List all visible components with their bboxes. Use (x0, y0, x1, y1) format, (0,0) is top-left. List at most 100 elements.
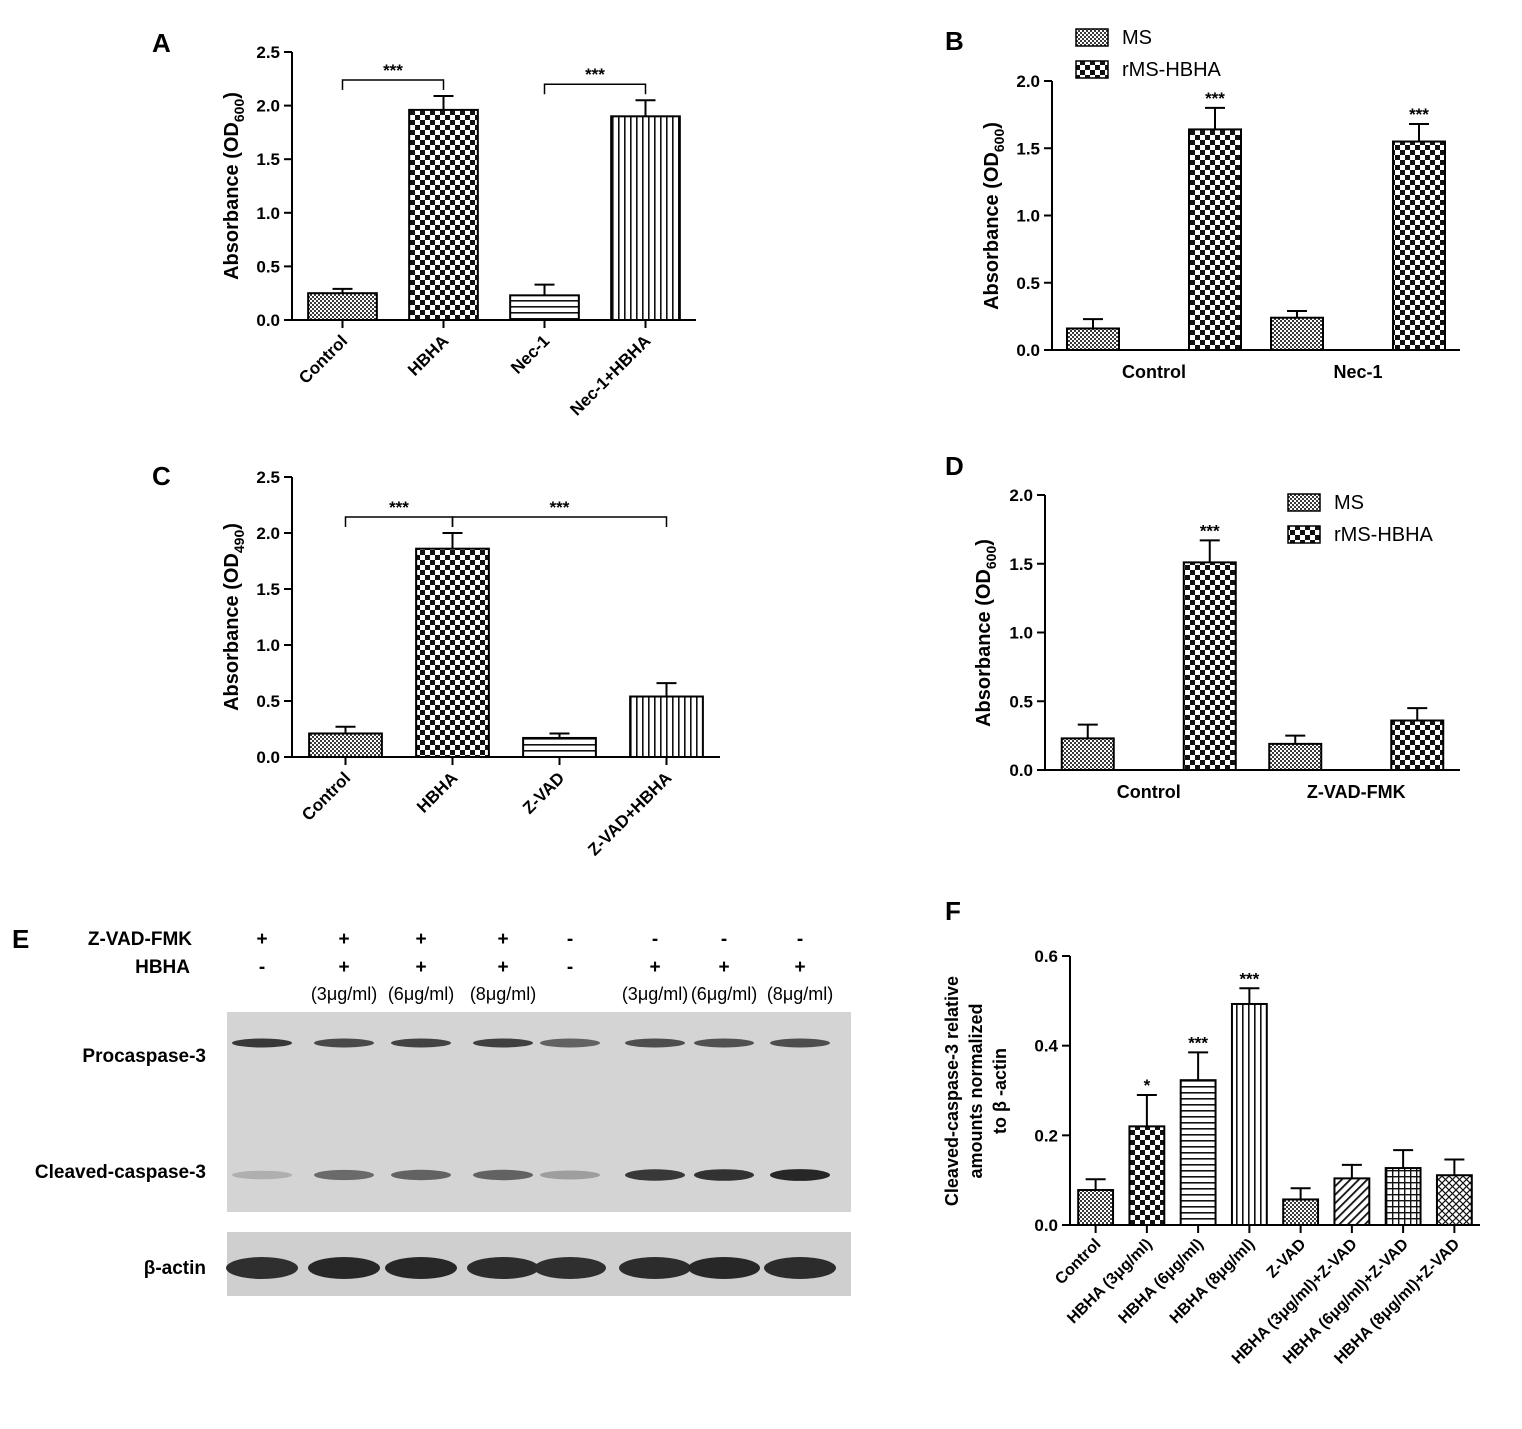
y-tick-label: 1.5 (1009, 555, 1033, 574)
x-tick-label: Z-VAD-FMK (1307, 782, 1406, 802)
y-tick-label: 1.0 (256, 636, 280, 655)
y-tick-label: 0.6 (1034, 947, 1058, 966)
actin-band (534, 1257, 606, 1279)
x-tick-label: HBHA (413, 768, 461, 816)
treatment-mark: + (718, 957, 729, 978)
y-axis-label: Absorbance (OD600) (973, 539, 999, 727)
y-axis-label-main: Absorbance (OD (221, 122, 243, 280)
procaspase-band (625, 1038, 685, 1048)
bar (1230, 1002, 1268, 1227)
treatment-mark: + (415, 957, 426, 978)
bar (307, 292, 378, 322)
dose-label: (8μg/ml) (470, 984, 536, 1004)
y-tick-label: 0.0 (256, 311, 280, 330)
legend-label: rMS-HBHA (1122, 59, 1222, 81)
cleaved-caspase-band (232, 1170, 292, 1180)
dose-label: (3μg/ml) (311, 984, 377, 1004)
y-axis-label-end: ) (981, 122, 1003, 129)
bar (509, 294, 580, 321)
dose-label: (8μg/ml) (767, 984, 833, 1004)
bar (1060, 737, 1115, 771)
significance-label: *** (383, 61, 403, 80)
x-tick-label: Control (295, 331, 351, 387)
significance-bracket (344, 516, 454, 527)
y-axis-label: Absorbance (OD600) (981, 122, 1007, 310)
procaspase-band (694, 1038, 754, 1048)
significance-label: *** (1188, 1033, 1208, 1052)
bar (1188, 128, 1242, 351)
x-tick-label: Z-VAD (519, 768, 568, 817)
y-tick-label: 1.0 (256, 204, 280, 223)
x-tick-label: Nec-1 (1333, 362, 1382, 382)
treatment-mark: - (721, 929, 727, 950)
y-tick-label: 2.0 (256, 97, 280, 116)
panel-letter-f: F (945, 896, 961, 926)
panel-letter-c: C (152, 461, 171, 491)
treatment-mark: + (794, 957, 805, 978)
y-tick-label: 0.5 (256, 257, 280, 276)
treatment-mark: - (567, 929, 573, 950)
y-tick-label: 0.0 (1009, 761, 1033, 780)
treatment-mark: + (338, 957, 349, 978)
band-label: β-actin (144, 1258, 206, 1279)
bar (308, 732, 383, 758)
significance-label: *** (1239, 969, 1259, 988)
bar (1066, 327, 1120, 352)
significance-label: * (1144, 1076, 1151, 1095)
dose-label: (6μg/ml) (691, 984, 757, 1004)
y-axis-label: to β -actin (990, 1048, 1010, 1134)
legend-label: MS (1122, 27, 1152, 49)
treatment-mark: - (797, 929, 803, 950)
y-tick-label: 1.5 (1016, 139, 1040, 158)
chart-d: 0.0 0.5 1.0 1.5 2.0 *** Control Z-VAD-FMK Absorb… (973, 486, 1460, 802)
significance-bracket (543, 83, 647, 95)
procaspase-band (391, 1038, 451, 1048)
y-axis-label-end: ) (221, 92, 243, 99)
y-axis-label: amounts normalized (966, 1003, 986, 1178)
treatment-mark: + (649, 957, 660, 978)
panel-letter-a: A (152, 28, 171, 58)
bar (1179, 1079, 1217, 1227)
y-axis-label-main: Absorbance (OD (221, 553, 243, 711)
cleaved-caspase-band (314, 1169, 374, 1181)
actin-band (688, 1257, 760, 1279)
y-tick-label: 1.5 (256, 150, 280, 169)
bar (610, 115, 681, 321)
y-tick-label: 0.5 (256, 692, 280, 711)
significance-label: *** (1205, 89, 1225, 108)
actin-band (467, 1257, 539, 1279)
x-tick-label: Nec-1 (507, 331, 553, 377)
x-tick-label: Control (1122, 362, 1186, 382)
significance-bracket (341, 79, 445, 90)
cleaved-caspase-band (473, 1169, 533, 1181)
panel-letter-d: D (945, 451, 964, 481)
treatment-row-label: HBHA (135, 957, 190, 978)
cleaved-caspase-band (540, 1170, 600, 1180)
y-tick-label: 2.0 (1009, 486, 1033, 505)
y-tick-label: 0.0 (1016, 341, 1040, 360)
treatment-mark: + (256, 929, 267, 950)
y-tick-label: 2.5 (256, 468, 280, 487)
treatment-mark: + (338, 929, 349, 950)
y-axis-label-end: ) (973, 539, 995, 546)
y-tick-label: 0.4 (1034, 1037, 1058, 1056)
bar (1268, 742, 1323, 771)
y-tick-label: 1.0 (1016, 207, 1040, 226)
band-label: Procaspase-3 (82, 1046, 206, 1067)
bar (629, 695, 704, 759)
y-axis-label: Absorbance (OD600) (221, 92, 247, 280)
actin-band (764, 1257, 836, 1279)
bar (1270, 316, 1324, 351)
actin-band (308, 1257, 380, 1279)
y-tick-label: 2.0 (256, 524, 280, 543)
treatment-mark: - (567, 957, 573, 978)
x-tick-label: Control (298, 768, 354, 824)
legend-swatch (1287, 493, 1321, 512)
y-axis-label-main: Absorbance (OD (973, 569, 995, 727)
panel-letter-b: B (945, 26, 964, 56)
panel-letter-e: E (12, 924, 29, 954)
treatment-mark: - (652, 929, 658, 950)
dose-label: (6μg/ml) (388, 984, 454, 1004)
x-tick-label: Z-VAD (1264, 1236, 1310, 1282)
